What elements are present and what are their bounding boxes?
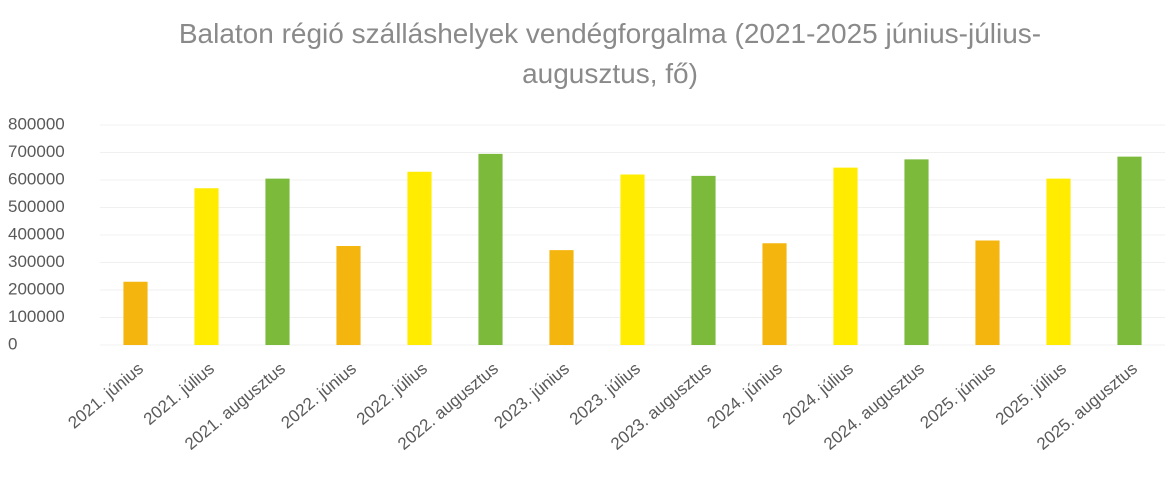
bar bbox=[123, 281, 148, 345]
bar bbox=[265, 178, 290, 345]
x-tick-label: 2024. június bbox=[704, 359, 786, 432]
bar bbox=[762, 243, 787, 345]
y-tick-label: 300000 bbox=[8, 252, 65, 271]
bar bbox=[833, 167, 858, 345]
bar bbox=[1117, 156, 1142, 345]
bar bbox=[691, 175, 716, 345]
y-tick-label: 700000 bbox=[8, 142, 65, 161]
x-tick-label: 2023. június bbox=[491, 359, 573, 432]
y-tick-label: 100000 bbox=[8, 307, 65, 326]
y-tick-label: 400000 bbox=[8, 224, 65, 243]
x-tick-label: 2022. június bbox=[278, 359, 360, 432]
bar bbox=[549, 250, 574, 345]
y-tick-label: 200000 bbox=[8, 279, 65, 298]
bar bbox=[620, 174, 645, 345]
bar bbox=[194, 188, 219, 345]
y-tick-label: 0 bbox=[8, 334, 17, 353]
chart-title: Balaton régió szálláshelyek vendégforgal… bbox=[178, 18, 1042, 89]
x-tick-label: 2021. június bbox=[65, 359, 147, 432]
y-tick-label: 800000 bbox=[8, 114, 65, 133]
y-tick-label: 600000 bbox=[8, 169, 65, 188]
bar bbox=[975, 240, 1000, 345]
bar bbox=[478, 153, 503, 345]
y-tick-label: 500000 bbox=[8, 197, 65, 216]
bar bbox=[904, 159, 929, 345]
bar bbox=[407, 171, 432, 345]
x-tick-label: 2025. június bbox=[917, 359, 999, 432]
bar bbox=[336, 246, 361, 345]
bar bbox=[1046, 178, 1071, 345]
